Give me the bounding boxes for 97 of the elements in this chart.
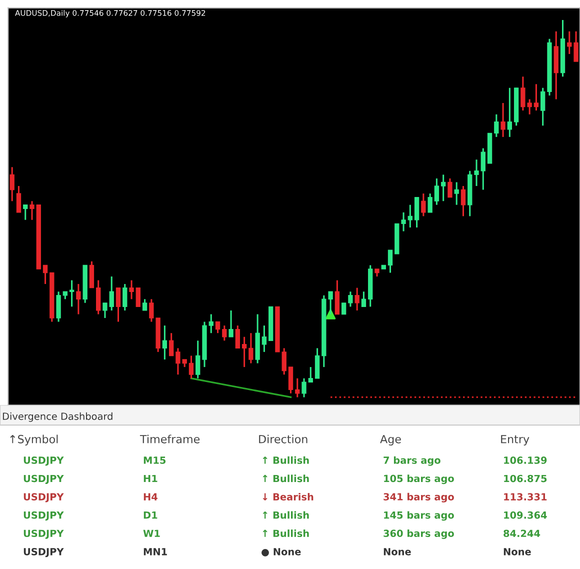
text: 113.331 xyxy=(504,493,547,500)
candlestick xyxy=(109,276,114,312)
candlestick xyxy=(10,166,14,202)
candlestick xyxy=(341,302,346,315)
candlestick xyxy=(129,280,134,300)
text: 84.244 xyxy=(504,530,540,538)
candlestick xyxy=(122,283,128,312)
text: ↑ Bullish xyxy=(262,530,309,538)
candlestick xyxy=(295,378,300,398)
candlestick xyxy=(440,174,446,202)
candlestick xyxy=(16,185,22,214)
candlestick xyxy=(534,83,539,112)
text: USDJPY xyxy=(24,456,64,466)
candlestick xyxy=(448,178,452,198)
candlestick xyxy=(215,321,220,334)
candlestick xyxy=(454,181,459,206)
candlestick xyxy=(30,200,34,221)
candlestick xyxy=(507,87,512,138)
candlestick xyxy=(348,290,353,308)
candlestick xyxy=(23,204,28,221)
candlestick xyxy=(308,366,313,383)
candlestick xyxy=(401,212,406,232)
candlestick xyxy=(302,378,306,398)
candlestick xyxy=(228,310,234,338)
text: 106.139 xyxy=(504,456,547,464)
text: D1 xyxy=(144,512,158,519)
candlestick xyxy=(168,332,174,356)
text: USDJPY xyxy=(24,474,64,484)
text: ↓ Bearish xyxy=(262,492,314,500)
candlestick xyxy=(242,336,247,368)
text: Entry xyxy=(501,435,530,446)
candlestick xyxy=(567,30,572,55)
text: 109.364 xyxy=(504,511,547,519)
candlestick xyxy=(354,287,360,312)
text: ↑ Bullish xyxy=(262,456,309,464)
text: USDJPY xyxy=(24,511,64,521)
candlestick xyxy=(288,366,294,394)
candlestick xyxy=(414,196,420,228)
candlestick xyxy=(208,313,214,334)
text: 105 bars ago xyxy=(384,474,454,484)
candlestick xyxy=(314,347,320,380)
candlestick xyxy=(500,102,506,138)
candlestick xyxy=(196,340,200,380)
candlestick xyxy=(248,332,254,364)
text: Divergence Dashboard xyxy=(2,412,112,422)
candlestick xyxy=(102,302,108,319)
candlestick xyxy=(494,114,499,138)
candlestick xyxy=(540,87,546,126)
candlestick xyxy=(428,192,432,214)
text: USDJPY xyxy=(24,493,64,502)
candlestick xyxy=(480,148,486,191)
text: H1 xyxy=(144,474,158,482)
candlestick xyxy=(69,280,74,308)
text: M15 xyxy=(144,456,166,464)
candlestick xyxy=(574,30,578,62)
text: USDJPY xyxy=(24,530,64,539)
text: ↑ Bullish xyxy=(262,474,309,482)
candlestick xyxy=(89,260,94,289)
candlestick xyxy=(421,192,426,217)
text: USDJPY xyxy=(24,548,64,558)
text: MN1 xyxy=(144,548,167,556)
candlestick xyxy=(176,347,180,376)
candlestick xyxy=(361,290,366,308)
candlestick xyxy=(188,354,194,380)
text: Age xyxy=(380,435,401,446)
text: H4 xyxy=(144,493,158,500)
text: 145 bars ago xyxy=(384,511,454,521)
candlestick xyxy=(235,324,240,349)
text: Direction xyxy=(259,434,308,444)
text: W1 xyxy=(143,530,160,537)
candlestick xyxy=(142,298,148,312)
candlestick xyxy=(162,324,168,360)
candlestick xyxy=(262,324,267,353)
text: ● None xyxy=(262,548,301,556)
text: Timeframe xyxy=(140,434,200,444)
candlestick xyxy=(76,283,81,315)
text: None xyxy=(504,548,531,556)
candlestick xyxy=(408,204,412,228)
candlestick xyxy=(42,264,48,285)
text: 341 bars ago xyxy=(384,492,454,502)
candlestick xyxy=(116,287,121,323)
text: None xyxy=(384,548,411,556)
candlestick xyxy=(282,347,286,376)
candlestick xyxy=(434,178,440,206)
candlestick xyxy=(460,185,466,217)
candlestick xyxy=(388,249,393,274)
text: 360 bars ago xyxy=(384,529,454,539)
candlestick xyxy=(474,158,479,187)
candlestick xyxy=(96,280,101,315)
text: ↑Symbol xyxy=(10,434,58,446)
text: 106.875 xyxy=(504,474,547,482)
candlestick xyxy=(136,287,140,308)
text: 7 bars ago xyxy=(384,456,440,466)
candlestick xyxy=(222,324,227,342)
candlestick xyxy=(334,280,340,315)
candlestick xyxy=(56,290,61,323)
text: ↑ Bullish xyxy=(262,511,309,519)
